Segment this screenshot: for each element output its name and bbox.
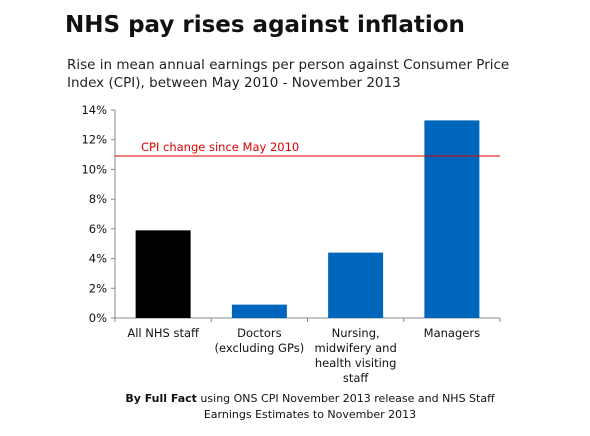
x-tick-labels: All NHS staff Doctors (excluding GPs) Nursi…: [114, 318, 501, 385]
y-tick-label: 2%: [89, 281, 107, 295]
bar: [424, 120, 480, 319]
y-tick-label: 4%: [89, 252, 107, 266]
y-tick-label: 12%: [81, 133, 107, 147]
y-tick-label: 8%: [89, 192, 107, 206]
chart-subtitle: Rise in mean annual earnings per person …: [67, 57, 510, 91]
cpi-reference-label: CPI change since May 2010: [141, 140, 299, 154]
source-text: using ONS CPI November 2013 release and …: [196, 392, 495, 421]
source-note: By Full Fact using ONS CPI November 2013…: [100, 391, 520, 423]
y-tick-label: 0%: [89, 311, 107, 325]
chart-title: NHS pay rises against inflation: [65, 12, 465, 38]
bar: [135, 230, 191, 318]
x-tick-label: Nursing, midwifery and health visiting staf…: [315, 326, 397, 385]
x-tick-label: Doctors (excluding GPs): [215, 326, 305, 355]
y-tick-label: 10%: [81, 162, 107, 176]
bar: [328, 252, 384, 318]
y-ticks: 0% 2% 4% 6% 8% 10% 12% 14%: [81, 103, 115, 325]
x-tick-label: All NHS staff: [127, 326, 200, 340]
bar: [231, 304, 287, 318]
y-tick-label: 14%: [81, 103, 107, 117]
y-tick-label: 6%: [89, 222, 107, 236]
source-author: By Full Fact: [125, 392, 197, 405]
bars: [135, 120, 480, 319]
x-tick-label: Managers: [424, 326, 480, 340]
